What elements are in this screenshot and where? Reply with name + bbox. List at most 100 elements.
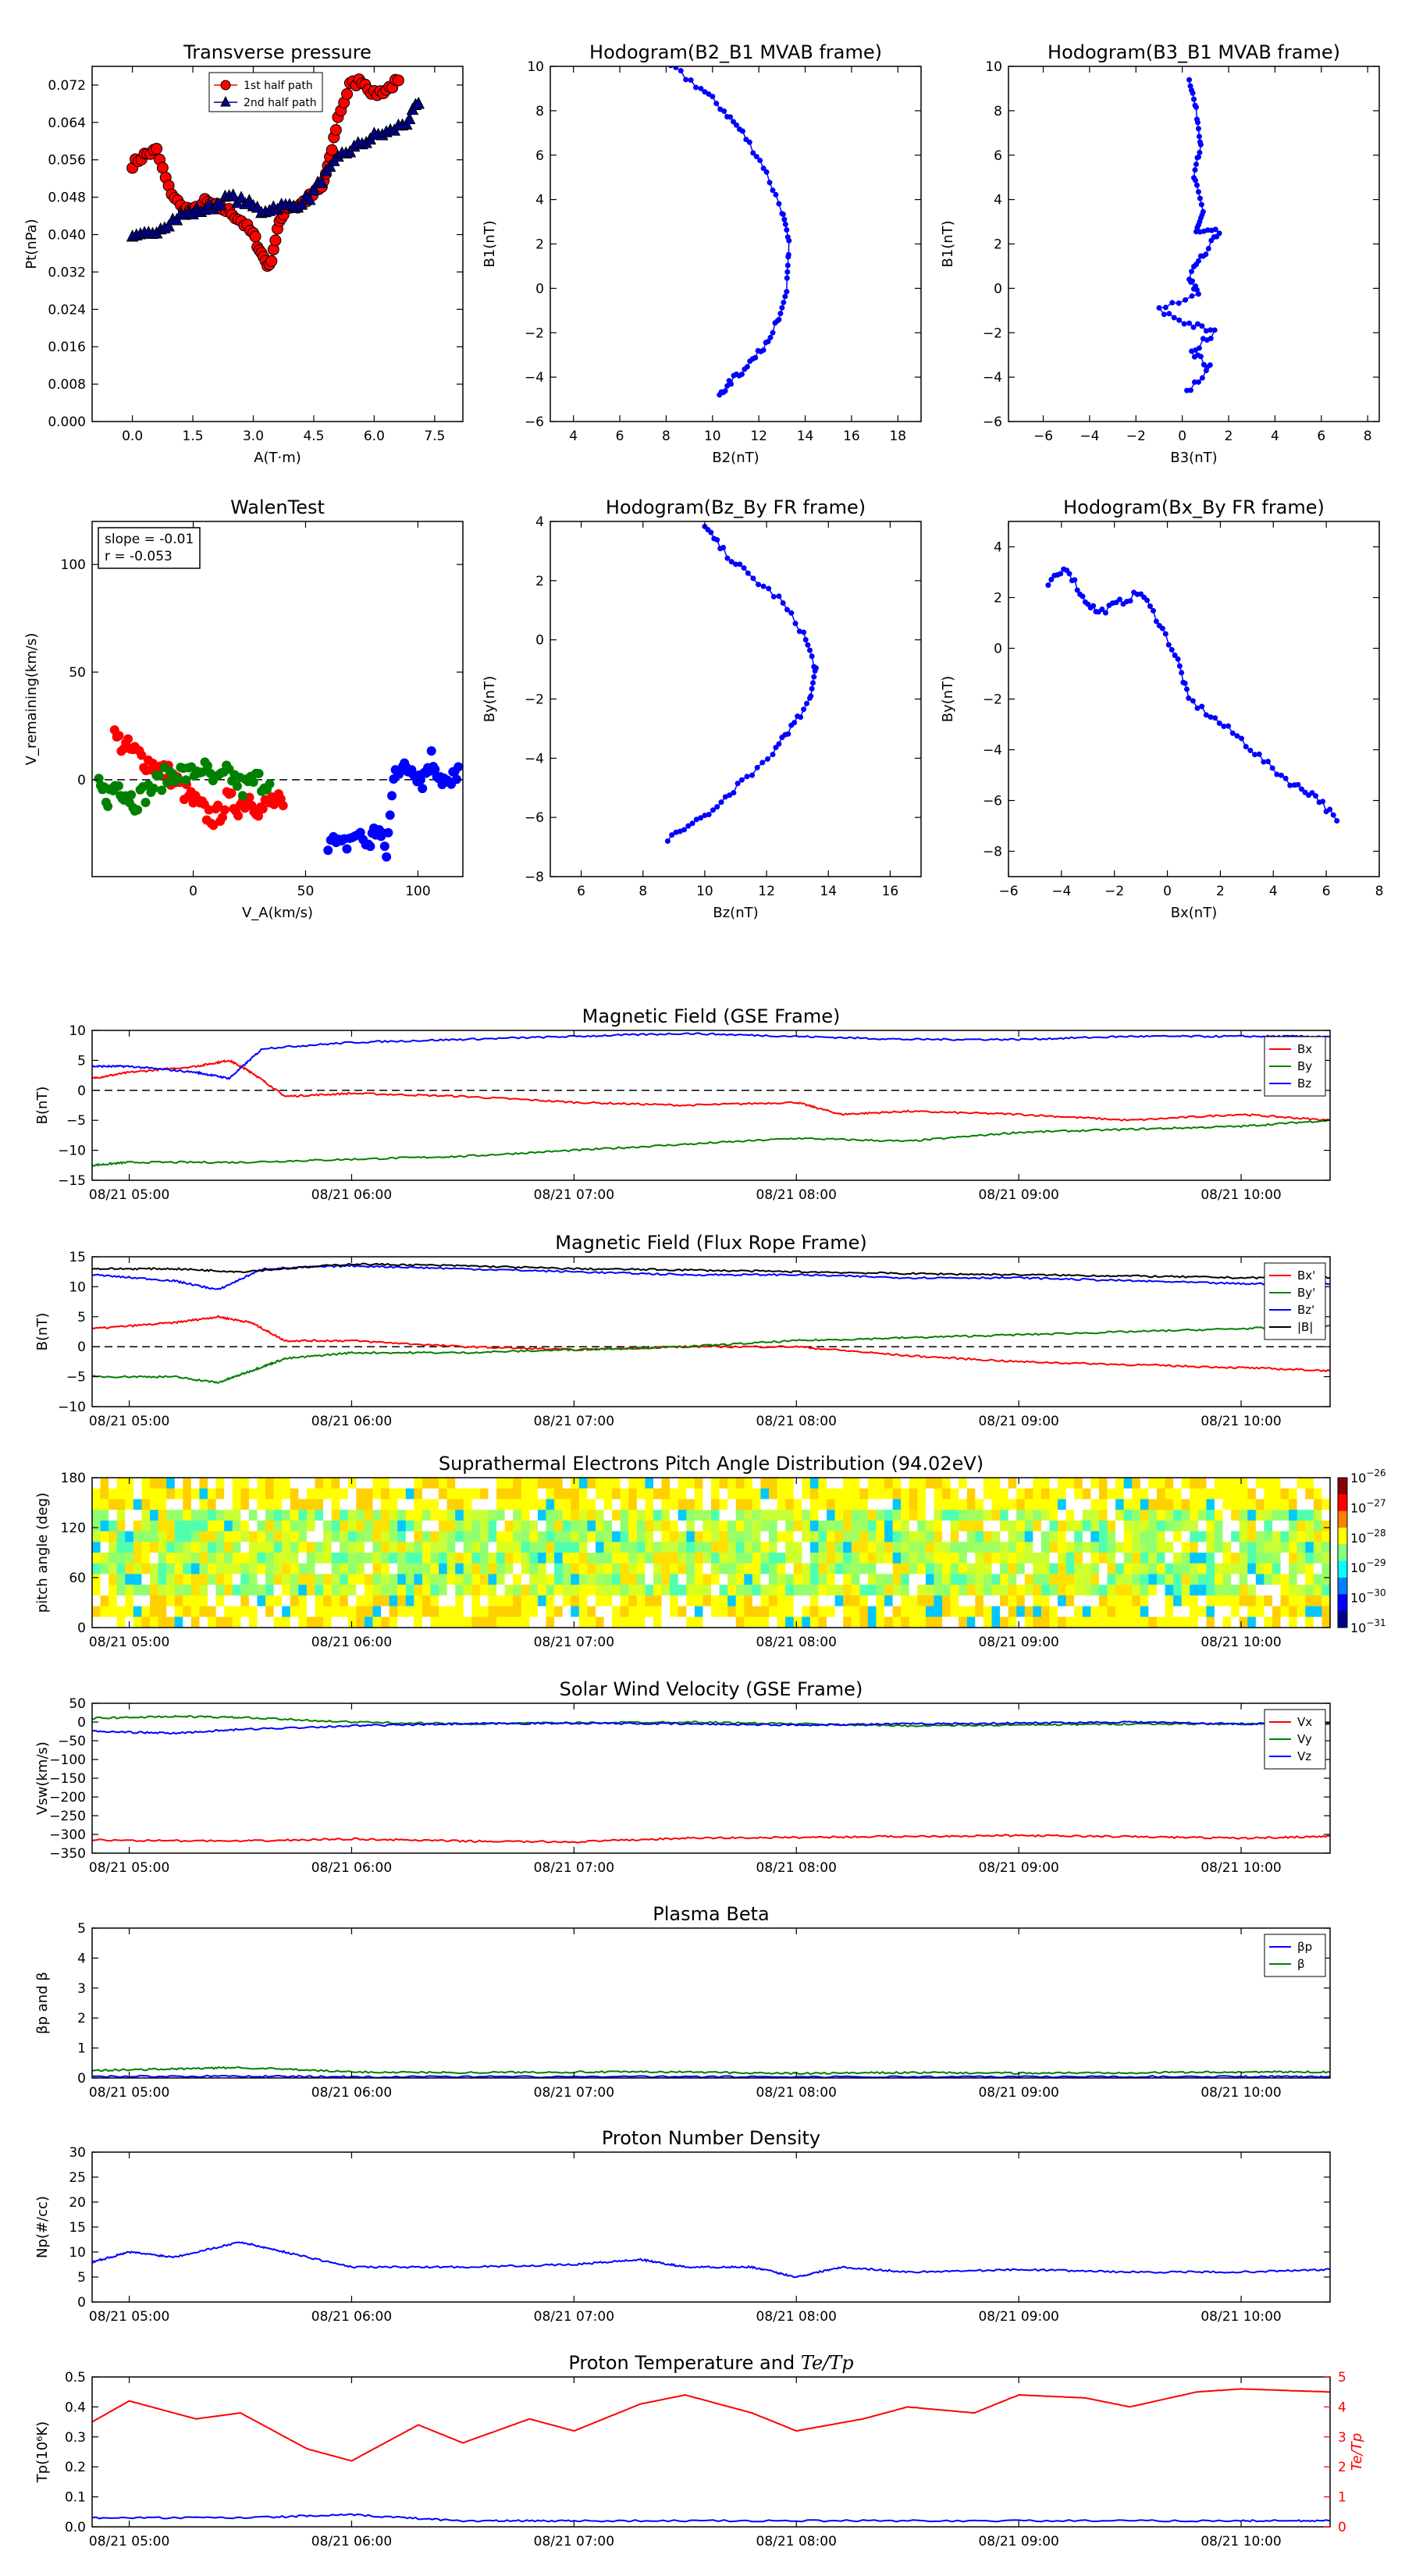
hodogram-point: [812, 668, 818, 674]
heatmap-cell: [1231, 1574, 1240, 1585]
heatmap-cell: [950, 1553, 959, 1564]
heatmap-cell: [884, 1488, 894, 1500]
heatmap-cell: [356, 1595, 365, 1607]
heatmap-cell: [645, 1585, 654, 1596]
hodogram-point: [746, 139, 752, 145]
heatmap-cell: [116, 1553, 126, 1564]
hodogram-point: [724, 555, 731, 561]
x-tick-label: 08/21 06:00: [311, 1635, 392, 1650]
heatmap-cell: [719, 1531, 728, 1542]
heatmap-cell: [430, 1478, 439, 1489]
y-tick-label: 10: [69, 2245, 86, 2261]
heatmap-cell: [1090, 1585, 1100, 1596]
heatmap-cell: [645, 1553, 654, 1564]
heatmap-cell: [1305, 1563, 1314, 1574]
heatmap-cell: [942, 1510, 951, 1521]
heatmap-cell: [125, 1585, 134, 1596]
heatmap-cell: [983, 1542, 992, 1553]
scatter-point: [94, 774, 104, 784]
heatmap-cell: [529, 1606, 539, 1617]
heatmap-cell: [901, 1574, 910, 1585]
heatmap-cell: [265, 1488, 275, 1500]
heatmap-cell: [356, 1520, 365, 1532]
heatmap-cell: [636, 1488, 646, 1500]
heatmap-cell: [744, 1499, 753, 1510]
heatmap-cell: [686, 1499, 695, 1510]
heatmap-cell: [496, 1563, 506, 1574]
heatmap-cell: [479, 1542, 489, 1553]
y-tick-label: 50: [69, 1696, 86, 1712]
y-axis-label: Pt(nPa): [23, 219, 40, 269]
heatmap-cell: [356, 1478, 365, 1489]
heatmap-cell: [1297, 1553, 1306, 1564]
hodogram-point: [1099, 607, 1105, 613]
heatmap-cell: [1024, 1585, 1033, 1596]
heatmap-cell: [793, 1510, 802, 1521]
hodogram-point: [1225, 723, 1232, 729]
heatmap-cell: [1181, 1542, 1190, 1553]
heatmap-cell: [397, 1531, 407, 1542]
hodogram-point: [780, 211, 786, 217]
heatmap-cell: [92, 1531, 101, 1542]
heatmap-cell: [595, 1617, 605, 1628]
heatmap-cell: [702, 1531, 712, 1542]
heatmap-cell: [463, 1606, 472, 1617]
heatmap-cell: [1024, 1510, 1033, 1521]
heatmap-cell: [1206, 1510, 1215, 1521]
y-tick-label: 2: [535, 574, 544, 589]
heatmap-cell: [925, 1553, 934, 1564]
heatmap-cell: [744, 1595, 753, 1607]
heatmap-cell: [950, 1510, 959, 1521]
heatmap-cell: [876, 1574, 885, 1585]
heatmap-cell: [1272, 1488, 1282, 1500]
heatmap-cell: [661, 1585, 670, 1596]
heatmap-cell: [1090, 1542, 1100, 1553]
heatmap-cell: [876, 1617, 885, 1628]
hodogram-point: [763, 169, 770, 175]
y-tick-label: 4: [77, 1951, 86, 1966]
hodogram-point: [1192, 167, 1198, 173]
heatmap-cell: [150, 1499, 159, 1510]
heatmap-cell: [1165, 1520, 1174, 1532]
heatmap-cell: [892, 1520, 902, 1532]
heatmap-cell: [1107, 1553, 1116, 1564]
y-tick-label: −8: [983, 845, 1002, 860]
heatmap-cell: [1321, 1563, 1330, 1574]
heatmap-cell: [356, 1499, 365, 1510]
hodogram-point: [784, 269, 791, 275]
x-tick-label: −4: [1051, 884, 1071, 899]
heatmap-cell: [1123, 1563, 1133, 1574]
heatmap-cell: [1231, 1553, 1240, 1564]
hodogram-point: [1199, 703, 1205, 710]
heatmap-cell: [208, 1478, 217, 1489]
heatmap-cell: [340, 1488, 349, 1500]
heatmap-cell: [636, 1563, 646, 1574]
heatmap-cell: [843, 1606, 852, 1617]
heatmap-cell: [769, 1585, 778, 1596]
heatmap-cell: [1082, 1510, 1091, 1521]
heatmap-cell: [405, 1617, 414, 1628]
heatmap-cell: [694, 1478, 703, 1489]
heatmap-cell: [1305, 1574, 1314, 1585]
heatmap-cell: [364, 1595, 373, 1607]
heatmap-cell: [942, 1574, 951, 1585]
heatmap-cell: [248, 1585, 258, 1596]
y-tick-label: 5: [77, 1921, 86, 1937]
heatmap-cell: [628, 1510, 638, 1521]
point-marker: [315, 176, 329, 188]
x-tick-label: 08/21 09:00: [978, 1635, 1058, 1650]
scatter-point: [114, 731, 124, 741]
heatmap-cell: [809, 1510, 819, 1521]
heatmap-cell: [645, 1606, 654, 1617]
heatmap-cell: [546, 1585, 555, 1596]
chart-title: Hodogram(Bx_By FR frame): [1063, 496, 1325, 518]
heatmap-cell: [1181, 1488, 1190, 1500]
heatmap-cell: [1190, 1531, 1199, 1542]
hodogram-point: [1048, 576, 1055, 582]
heatmap-cell: [777, 1510, 786, 1521]
hodogram-point: [1162, 304, 1168, 311]
heatmap-cell: [116, 1585, 126, 1596]
hodogram-point: [1196, 133, 1202, 140]
heatmap-cell: [133, 1563, 142, 1574]
heatmap-cell: [1222, 1499, 1232, 1510]
